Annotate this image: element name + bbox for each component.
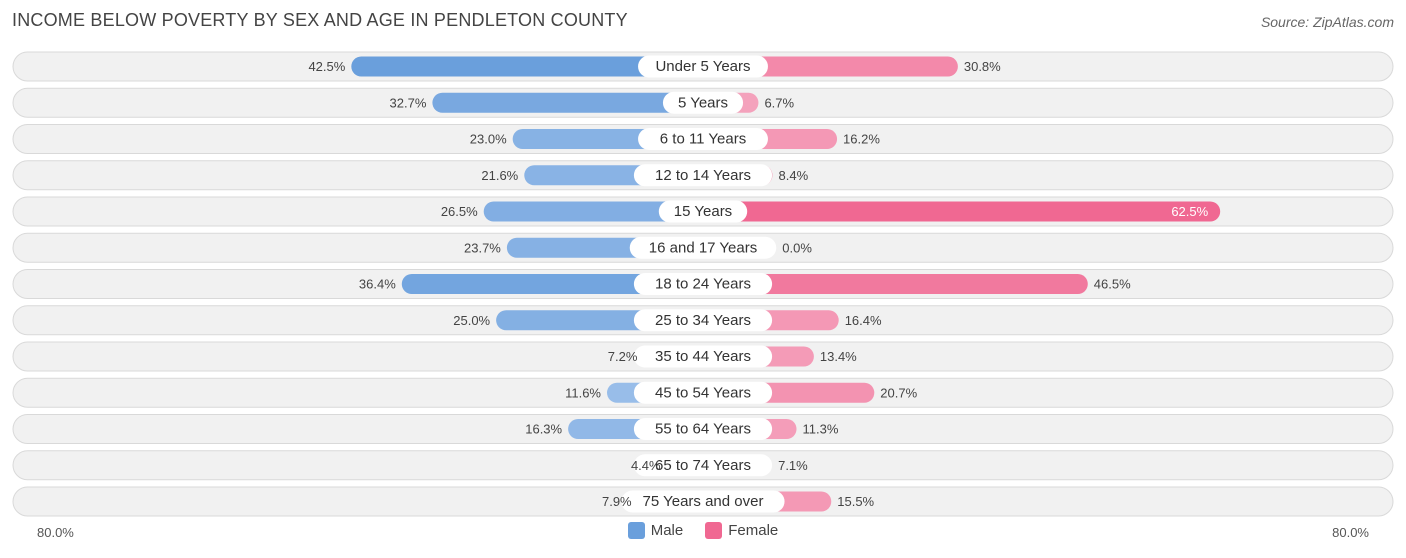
value-label-male: 25.0%	[453, 313, 490, 328]
bar-male	[351, 56, 703, 77]
value-label-female: 30.8%	[964, 59, 1001, 74]
category-pill	[638, 55, 768, 78]
category-pill	[633, 309, 773, 332]
category-label: 18 to 24 Years	[655, 276, 751, 293]
category-pill	[633, 345, 773, 368]
value-label-male: 16.3%	[525, 422, 562, 437]
category-pill	[658, 200, 748, 223]
category-label: 65 to 74 Years	[655, 457, 751, 474]
chart-plot: Under 5 Years 42.5% 30.8% 5 Years 32.7% 6.7% 6…	[12, 51, 1394, 517]
category-pill	[633, 454, 773, 477]
legend: Male Female	[0, 522, 1406, 539]
bar-male	[401, 274, 703, 294]
value-label-male: 23.0%	[470, 132, 507, 147]
category-label: 15 Years	[674, 203, 732, 220]
value-label-female: 11.3%	[803, 422, 839, 437]
legend-swatch-male	[627, 522, 645, 539]
value-label-female: 62.5%	[1171, 204, 1208, 219]
category-pill	[629, 236, 777, 259]
value-label-female: 6.7%	[764, 95, 794, 110]
bar-female	[703, 274, 1088, 294]
category-label: 35 to 44 Years	[655, 348, 751, 365]
category-label: 16 and 17 Years	[649, 239, 757, 256]
value-label-male: 11.6%	[565, 385, 601, 400]
value-label-male: 4.4%	[631, 458, 661, 473]
value-label-female: 16.2%	[843, 132, 880, 147]
legend-label-female: Female	[728, 522, 779, 539]
value-label-male: 21.6%	[481, 168, 518, 183]
category-label: 75 Years and over	[643, 493, 764, 510]
value-label-male: 26.5%	[441, 204, 478, 219]
legend-item-male: Male	[627, 522, 684, 539]
axis-label-right: 80.0%	[1332, 525, 1369, 540]
chart-title: INCOME BELOW POVERTY BY SEX AND AGE IN P…	[12, 10, 628, 30]
category-pill	[633, 418, 773, 440]
category-label: 55 to 64 Years	[655, 421, 751, 438]
value-label-male: 7.9%	[602, 494, 632, 509]
category-label: 6 to 11 Years	[660, 131, 746, 148]
value-label-male: 32.7%	[390, 95, 427, 110]
category-label: 5 Years	[678, 94, 728, 111]
category-label: 45 to 54 Years	[655, 384, 751, 401]
category-pill	[638, 128, 768, 150]
value-label-female: 16.4%	[845, 313, 882, 328]
category-label: Under 5 Years	[655, 58, 750, 75]
bar-male	[483, 201, 703, 222]
category-pill	[662, 91, 744, 114]
value-label-male: 7.2%	[608, 349, 638, 364]
category-pill	[633, 164, 773, 187]
value-label-female: 7.1%	[778, 458, 808, 473]
bar-female	[703, 201, 1221, 222]
bar-male	[432, 92, 703, 113]
category-pill	[621, 490, 785, 513]
value-label-male: 23.7%	[464, 240, 501, 255]
category-label: 25 to 34 Years	[655, 312, 751, 329]
legend-swatch-female	[705, 522, 723, 539]
value-label-female: 15.5%	[837, 494, 874, 509]
chart-source: Source: ZipAtlas.com	[1260, 14, 1394, 30]
value-label-female: 13.4%	[820, 349, 857, 364]
category-label: 12 to 14 Years	[655, 167, 751, 184]
legend-label-male: Male	[650, 522, 684, 539]
value-label-male: 42.5%	[308, 59, 345, 74]
value-label-female: 8.4%	[779, 168, 809, 183]
value-label-male: 36.4%	[359, 277, 396, 292]
category-pill	[633, 273, 773, 295]
value-label-female: 0.0%	[782, 240, 812, 255]
category-pill	[633, 381, 773, 404]
value-label-female: 20.7%	[880, 385, 917, 400]
legend-item-female: Female	[705, 522, 778, 539]
value-label-female: 46.5%	[1094, 277, 1131, 292]
axis-label-left: 80.0%	[37, 525, 74, 540]
